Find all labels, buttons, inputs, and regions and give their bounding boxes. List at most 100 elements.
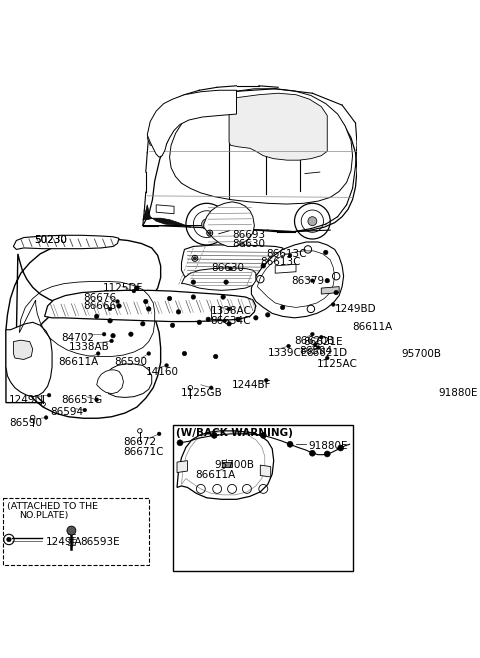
Text: 86613C: 86613C — [266, 249, 307, 259]
Text: 1338AC: 1338AC — [211, 306, 252, 316]
Circle shape — [202, 219, 212, 230]
Text: 86590: 86590 — [115, 357, 147, 367]
Text: 86620B: 86620B — [295, 336, 335, 345]
Text: 50230: 50230 — [34, 234, 67, 245]
Circle shape — [146, 307, 151, 311]
Polygon shape — [169, 89, 352, 204]
Circle shape — [144, 299, 148, 304]
Circle shape — [325, 278, 329, 283]
Circle shape — [236, 317, 240, 322]
Circle shape — [132, 290, 136, 293]
Text: 91880E: 91880E — [308, 441, 348, 451]
Text: 86671C: 86671C — [123, 447, 164, 457]
Text: 86593E: 86593E — [80, 536, 120, 547]
Circle shape — [221, 295, 225, 299]
FancyBboxPatch shape — [3, 498, 149, 565]
Text: 91880E: 91880E — [439, 388, 478, 397]
Circle shape — [102, 332, 106, 336]
Text: 1244BF: 1244BF — [232, 380, 272, 390]
Circle shape — [191, 295, 196, 299]
Polygon shape — [13, 236, 119, 249]
Polygon shape — [181, 268, 256, 290]
Text: 86611A: 86611A — [195, 470, 235, 480]
Circle shape — [331, 303, 335, 307]
Circle shape — [260, 432, 266, 438]
Text: 95700B: 95700B — [214, 460, 254, 470]
Text: 1249JA: 1249JA — [46, 536, 83, 547]
Circle shape — [223, 319, 227, 322]
Polygon shape — [6, 239, 161, 418]
Circle shape — [117, 304, 121, 308]
Polygon shape — [147, 90, 237, 157]
Polygon shape — [260, 465, 271, 477]
Circle shape — [264, 378, 268, 382]
Polygon shape — [204, 202, 254, 247]
Circle shape — [334, 290, 338, 295]
Text: 86594: 86594 — [299, 346, 332, 356]
Circle shape — [311, 279, 314, 282]
Polygon shape — [13, 340, 33, 359]
Text: 86594: 86594 — [50, 407, 84, 417]
Circle shape — [208, 232, 211, 234]
Circle shape — [177, 440, 183, 445]
Text: 14160: 14160 — [146, 367, 179, 377]
Circle shape — [108, 307, 112, 311]
Circle shape — [197, 320, 202, 324]
Polygon shape — [177, 431, 274, 499]
Circle shape — [134, 286, 139, 290]
Polygon shape — [147, 96, 237, 145]
Polygon shape — [143, 90, 357, 232]
Text: 86611A: 86611A — [352, 322, 393, 332]
Text: 86613C: 86613C — [260, 257, 301, 267]
Circle shape — [182, 351, 187, 356]
Circle shape — [129, 332, 133, 336]
Circle shape — [214, 354, 218, 359]
Circle shape — [165, 364, 168, 367]
Circle shape — [287, 344, 290, 348]
Circle shape — [316, 345, 320, 349]
Polygon shape — [275, 265, 296, 273]
Text: 86672: 86672 — [123, 437, 156, 447]
Circle shape — [310, 450, 315, 456]
Polygon shape — [229, 93, 327, 160]
Text: 86630: 86630 — [211, 263, 244, 273]
Circle shape — [280, 305, 285, 310]
Circle shape — [311, 332, 314, 336]
Circle shape — [325, 356, 329, 360]
Circle shape — [209, 386, 213, 390]
Circle shape — [287, 442, 293, 447]
Circle shape — [224, 280, 228, 284]
Text: 86693: 86693 — [232, 230, 265, 240]
Circle shape — [116, 299, 120, 303]
Polygon shape — [96, 370, 123, 393]
Text: 86630: 86630 — [232, 239, 265, 249]
Circle shape — [227, 307, 231, 311]
Circle shape — [96, 351, 100, 355]
Text: 1125DF: 1125DF — [103, 283, 143, 293]
Circle shape — [191, 280, 196, 284]
Polygon shape — [321, 287, 339, 294]
Circle shape — [7, 537, 11, 542]
Polygon shape — [45, 290, 256, 322]
Circle shape — [253, 316, 258, 320]
Circle shape — [44, 416, 48, 419]
Circle shape — [111, 334, 115, 338]
Circle shape — [308, 216, 317, 226]
Circle shape — [67, 526, 76, 535]
Circle shape — [83, 408, 87, 412]
Circle shape — [176, 310, 181, 314]
Circle shape — [265, 313, 270, 317]
Text: 1249LJ: 1249LJ — [9, 395, 44, 405]
Text: 86621E: 86621E — [303, 337, 343, 347]
FancyBboxPatch shape — [172, 425, 352, 570]
Circle shape — [168, 296, 172, 301]
Circle shape — [95, 398, 98, 401]
Circle shape — [261, 264, 265, 268]
Circle shape — [313, 343, 317, 347]
Circle shape — [170, 323, 175, 328]
Circle shape — [324, 250, 328, 255]
Text: (W/BACK WARNING): (W/BACK WARNING) — [176, 428, 293, 438]
Text: 86621D: 86621D — [306, 347, 348, 357]
Polygon shape — [143, 205, 191, 227]
Text: 1339CE: 1339CE — [268, 347, 308, 357]
